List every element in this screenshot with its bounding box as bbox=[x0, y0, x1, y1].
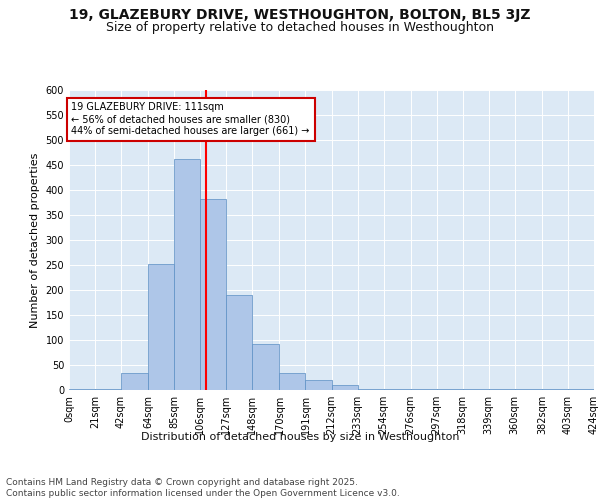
Bar bbox=[463, 388, 489, 390]
Bar bbox=[331, 385, 358, 390]
Y-axis label: Number of detached properties: Number of detached properties bbox=[30, 152, 40, 328]
Bar bbox=[148, 264, 174, 390]
Bar bbox=[280, 372, 305, 390]
Bar bbox=[121, 372, 148, 390]
Bar bbox=[411, 389, 437, 390]
Bar bbox=[252, 344, 280, 390]
Bar bbox=[437, 389, 463, 390]
Bar bbox=[568, 389, 594, 390]
Text: Contains HM Land Registry data © Crown copyright and database right 2025.
Contai: Contains HM Land Registry data © Crown c… bbox=[6, 478, 400, 498]
Bar bbox=[383, 388, 411, 390]
Bar bbox=[358, 388, 383, 390]
Text: 19, GLAZEBURY DRIVE, WESTHOUGHTON, BOLTON, BL5 3JZ: 19, GLAZEBURY DRIVE, WESTHOUGHTON, BOLTO… bbox=[69, 8, 531, 22]
Bar bbox=[200, 198, 226, 390]
Text: Distribution of detached houses by size in Westhoughton: Distribution of detached houses by size … bbox=[141, 432, 459, 442]
Text: 19 GLAZEBURY DRIVE: 111sqm
← 56% of detached houses are smaller (830)
44% of sem: 19 GLAZEBURY DRIVE: 111sqm ← 56% of deta… bbox=[71, 102, 310, 136]
Bar bbox=[174, 159, 200, 390]
Bar bbox=[542, 389, 568, 390]
Bar bbox=[69, 389, 95, 390]
Bar bbox=[305, 380, 331, 390]
Bar bbox=[95, 389, 121, 390]
Bar bbox=[226, 295, 252, 390]
Bar bbox=[515, 389, 542, 390]
Bar bbox=[489, 389, 515, 390]
Text: Size of property relative to detached houses in Westhoughton: Size of property relative to detached ho… bbox=[106, 21, 494, 34]
